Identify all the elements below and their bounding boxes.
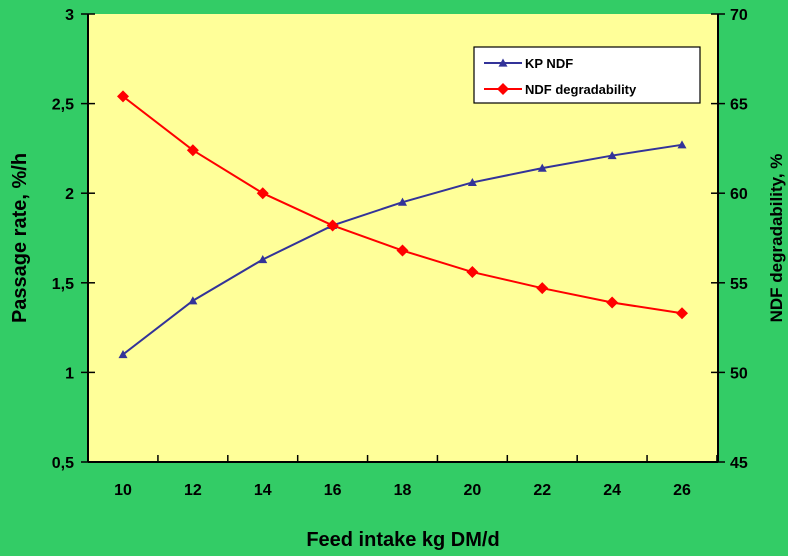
x-tick-label: 18	[394, 482, 412, 499]
y-left-tick-label: 0,5	[52, 455, 74, 472]
x-tick-label: 24	[603, 482, 621, 499]
y-left-tick-label: 1,5	[52, 276, 74, 293]
legend: KP NDF NDF degradability	[474, 47, 700, 103]
y-right-axis-title: NDF degradability, %	[767, 154, 786, 323]
y-left-tick-label: 2	[65, 186, 74, 203]
x-tick-label: 12	[184, 482, 202, 499]
y-left-tick-label: 2,5	[52, 97, 74, 114]
y-right-tick-label: 65	[730, 97, 748, 114]
y-right-tick-label: 60	[730, 186, 748, 203]
y-right-tick-label: 50	[730, 365, 748, 382]
x-tick-label: 20	[463, 482, 481, 499]
y-left-tick-label: 1	[65, 365, 74, 382]
y-left-axis-title: Passage rate, %/h	[9, 153, 31, 323]
x-axis-title: Feed intake kg DM/d	[306, 529, 499, 551]
x-tick-label: 10	[114, 482, 132, 499]
y-left-tick-label: 3	[65, 7, 74, 24]
y-right-tick-label: 45	[730, 455, 748, 472]
x-tick-label: 14	[254, 482, 272, 499]
x-tick-label: 26	[673, 482, 691, 499]
legend-label: KP NDF	[525, 56, 573, 71]
x-tick-label: 22	[533, 482, 551, 499]
y-right-tick-label: 55	[730, 276, 748, 293]
legend-label: NDF degradability	[525, 82, 637, 97]
x-tick-label: 16	[324, 482, 342, 499]
y-right-tick-label: 70	[730, 7, 748, 24]
